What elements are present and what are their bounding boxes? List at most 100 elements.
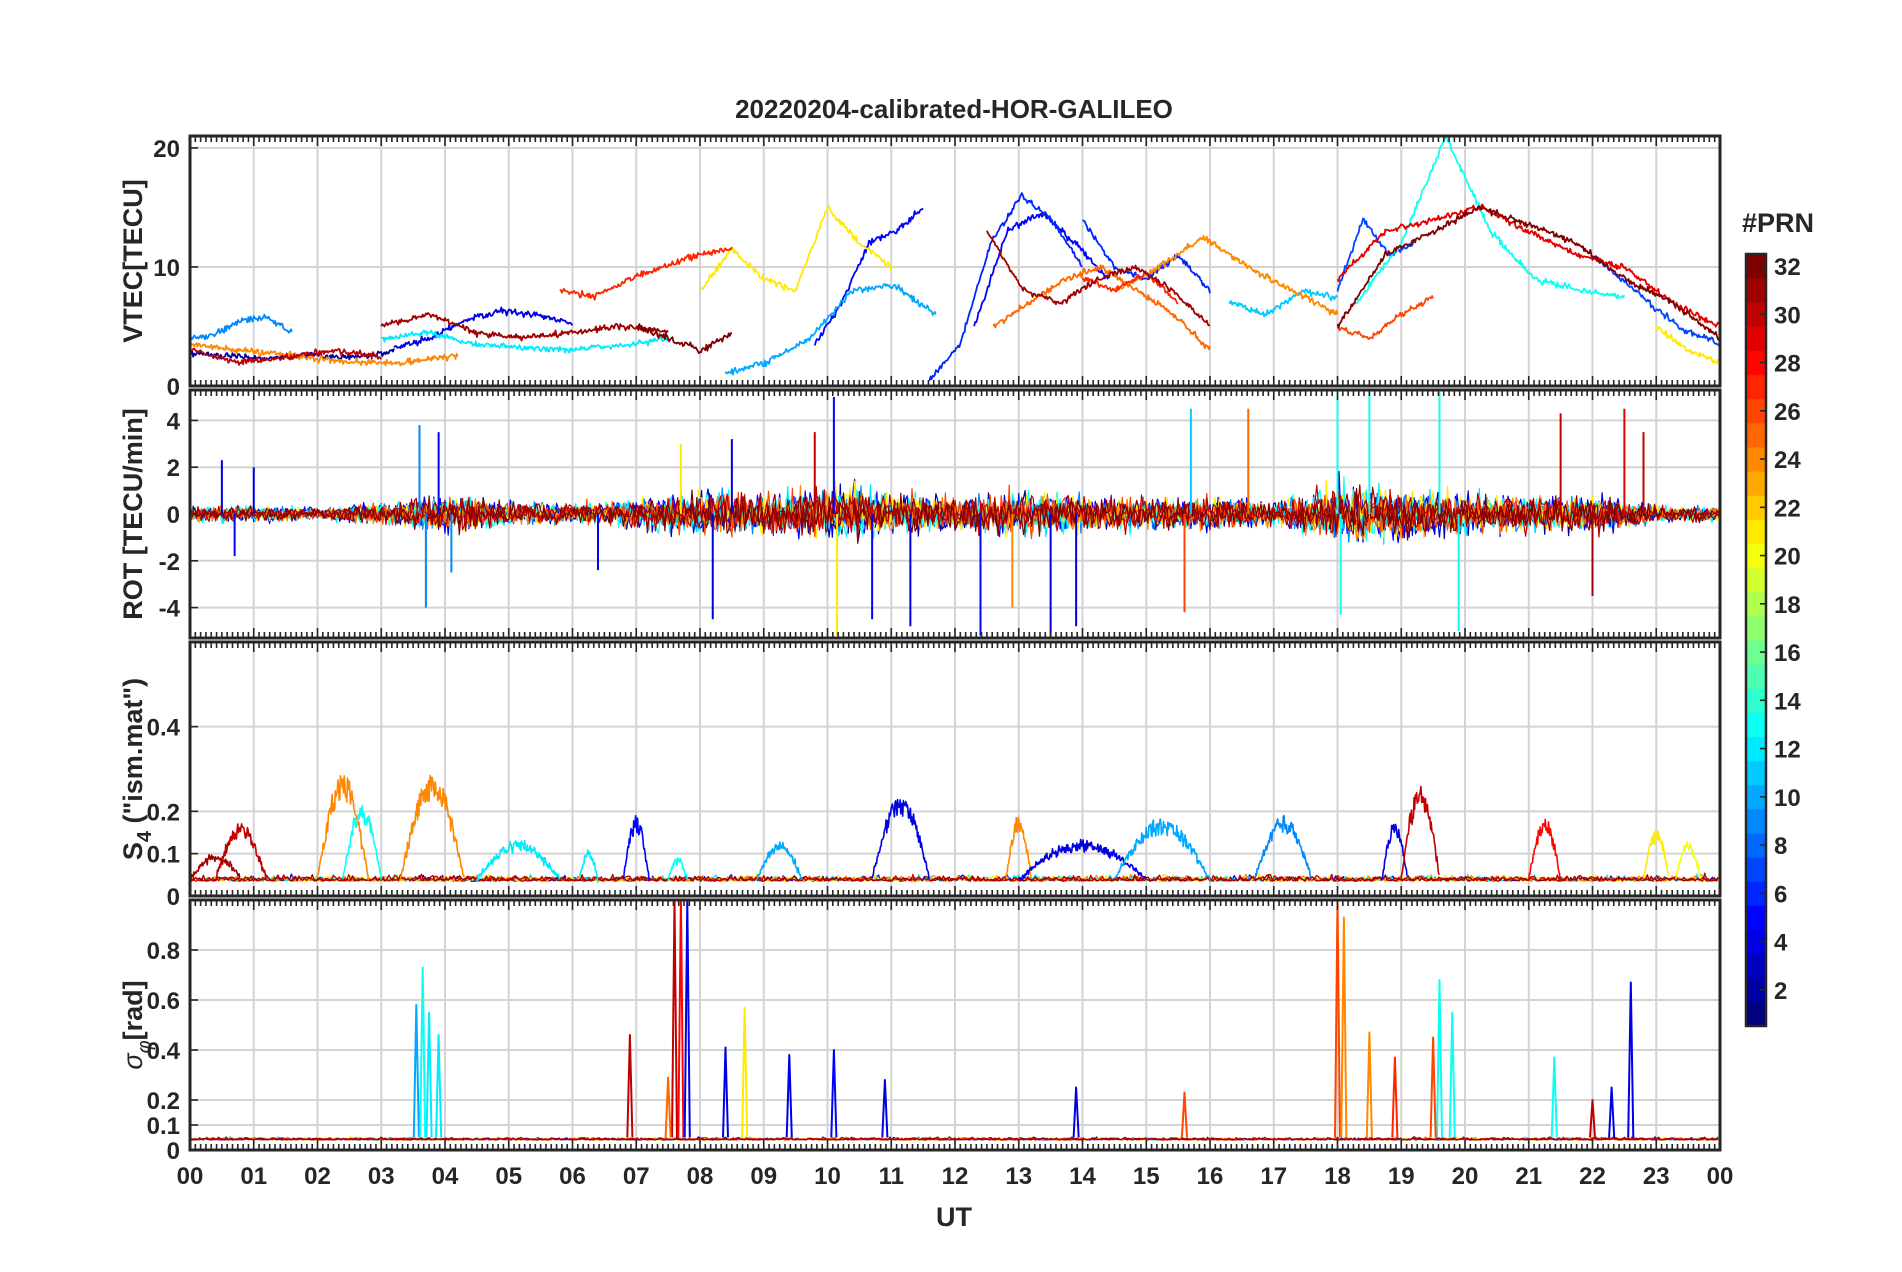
colorbar-swatch [1746,760,1766,786]
series-line [986,230,1211,327]
y-tick-label: 0.2 [147,799,180,826]
x-tick-label: 22 [1579,1163,1606,1190]
y-tick-label: 0 [167,884,180,911]
series-line [559,246,733,301]
y-tick-label: 0.4 [147,1038,181,1065]
sigma-spike [1589,1099,1596,1138]
colorbar-tick-label: 8 [1774,833,1787,860]
colorbar-swatch [1746,736,1766,762]
series-line [190,873,1719,882]
s4-bump [1381,823,1408,881]
x-tick-label: 00 [1707,1163,1734,1190]
series-line [1228,288,1339,318]
colorbar-tick-label: 18 [1774,592,1801,619]
series-line [992,264,1211,351]
s4-bump [1528,818,1561,879]
colorbar-swatch [1746,350,1766,376]
colorbar-swatch [1746,495,1766,520]
colorbar-frame [1744,252,1768,1028]
vtec-plot-area [190,136,1720,381]
series-line [700,204,893,293]
x-tick-label: 15 [1133,1163,1160,1190]
x-tick-label: 12 [942,1163,969,1190]
sigma-spike [677,900,685,1138]
s4-bump [1113,818,1211,882]
colorbar-tick-label: 4 [1774,930,1788,957]
series-line [1082,219,1211,294]
series-line [1355,136,1626,305]
sigma-spike [1608,1086,1616,1138]
colorbar-swatch [1746,881,1766,906]
sigma-spike [671,900,678,1138]
sigma-spike [1072,1086,1080,1138]
colorbar-swatch [1746,254,1766,279]
y-tick-label: 4 [167,408,181,435]
y-tick-label: 10 [153,255,180,282]
colorbar-tick-label: 24 [1774,447,1801,474]
s4-bump [1253,814,1312,879]
colorbar-swatch [1746,857,1766,882]
colorbar-swatch [1746,929,1766,955]
sigma-spike [722,1046,729,1138]
colorbar-swatch [1746,302,1766,327]
colorbar-swatch [1746,1001,1766,1027]
x-tick-label: 16 [1197,1163,1224,1190]
y-tick-label: 0.6 [147,988,180,1015]
sigma-spike [1436,979,1443,1138]
x-tick-label: 01 [240,1163,267,1190]
sigma-spike [1365,1031,1373,1138]
x-tick-label: 08 [687,1163,714,1190]
sigma-spike [419,966,427,1138]
s4-bump [1675,841,1701,879]
colorbar-swatch [1746,905,1766,930]
y-tick-label: 0 [167,1138,180,1165]
x-axis-label: UT [936,1202,972,1232]
s4-bump [342,804,382,880]
series-line [380,312,669,342]
x-tick-label: 18 [1324,1163,1351,1190]
s4-bump [871,798,931,879]
x-tick-label: 04 [432,1163,459,1190]
sigma-spike [435,1034,443,1138]
colorbar-swatch [1746,833,1766,858]
colorbar-tick-label: 10 [1774,785,1801,812]
s4-bump [476,839,560,883]
sigma-spike [785,1054,793,1138]
sigma_phi-plot-area [190,900,1719,1141]
series-line [190,487,1720,541]
panel-sigma_phi: 00.10.2 0.4 0.6 0.8 σφ[rad] 00 01 02 03 04 05 06 07 0… [118,898,1734,1190]
sigma-spike [1180,1091,1188,1138]
series-line [393,306,574,350]
series-line [190,313,293,341]
s4-bump [622,814,650,882]
x-tick-label: 07 [623,1163,650,1190]
colorbar-swatch [1746,808,1766,834]
x-tick-label: 21 [1515,1163,1542,1190]
s4-bump [214,823,267,882]
s4-bump [1642,830,1670,880]
series-line [1655,326,1720,365]
series-line [973,212,1109,327]
colorbar-tick-label: 20 [1774,544,1801,571]
series-line [1336,203,1720,328]
colorbar-swatch [1746,953,1766,979]
s4-bump [399,774,465,880]
y-tick-label: 0 [167,502,180,529]
colorbar-swatch [1746,326,1766,351]
y-tick-label: -2 [159,549,180,576]
y-tick-label: 0 [167,374,180,401]
sigma-spike [1627,981,1635,1138]
sigma-spike [425,1011,433,1138]
colorbar-tick-label: 2 [1774,978,1787,1005]
series-line [1336,217,1415,292]
sigma-spike [1334,900,1341,1138]
colorbar-tick-label: 32 [1774,254,1801,281]
sigma_phi-y-label: σφ[rad] [118,980,156,1069]
s4-bump [667,857,688,882]
series-line [724,283,937,376]
rot-plot-area [190,392,1720,636]
y-tick-label: 0.1 [147,842,180,869]
s4-bump [190,853,241,881]
colorbar-swatch [1746,664,1766,689]
